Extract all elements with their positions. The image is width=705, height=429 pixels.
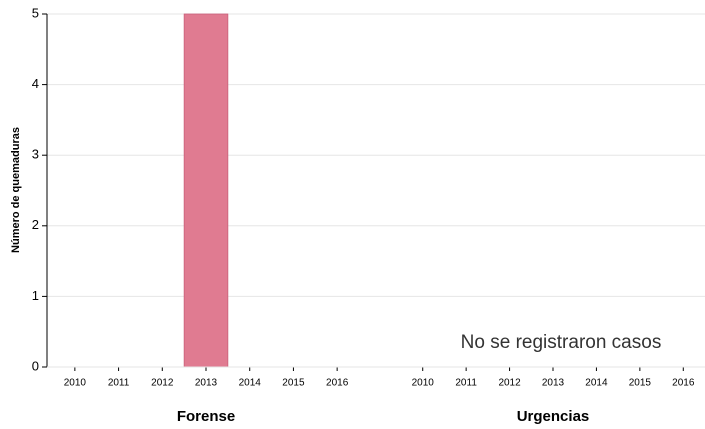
annotation: No se registraron casos bbox=[461, 332, 662, 353]
x-tick-label: 2014 bbox=[585, 378, 608, 389]
x-tick-label: 2011 bbox=[455, 378, 477, 389]
x-tick-label: 2013 bbox=[542, 378, 565, 389]
x-tick-label: 2015 bbox=[282, 378, 305, 389]
x-tick-label: 2015 bbox=[629, 378, 652, 389]
bar bbox=[183, 13, 229, 368]
x-tick-label: 2012 bbox=[151, 378, 174, 389]
x-tick-label: 2012 bbox=[498, 378, 521, 389]
x-tick-label: 2011 bbox=[108, 378, 130, 389]
x-tick-label: 2014 bbox=[239, 378, 262, 389]
y-tick-label: 1 bbox=[32, 288, 39, 303]
panel-title: Urgencias bbox=[517, 408, 590, 425]
y-tick-label: 4 bbox=[32, 76, 39, 91]
x-tick-label: 2013 bbox=[195, 378, 218, 389]
x-tick-label: 2016 bbox=[326, 378, 349, 389]
y-tick-label: 3 bbox=[32, 147, 39, 162]
y-tick-label: 5 bbox=[32, 5, 39, 20]
x-tick-label: 2010 bbox=[412, 378, 435, 389]
y-tick-label: 2 bbox=[32, 217, 39, 232]
x-tick-label: 2016 bbox=[672, 378, 695, 389]
y-axis-title: Número de quemaduras bbox=[10, 127, 22, 253]
y-tick-label: 0 bbox=[32, 358, 39, 373]
x-tick-label: 2010 bbox=[64, 378, 87, 389]
panel-title: Forense bbox=[177, 408, 235, 425]
